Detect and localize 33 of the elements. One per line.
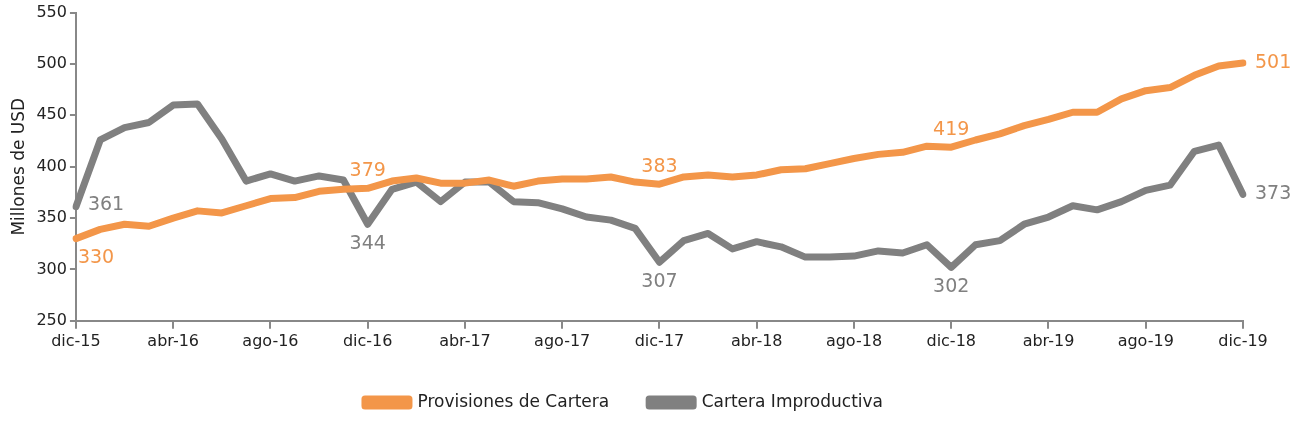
- data-label: 302: [933, 273, 970, 296]
- x-tick-label: ago-17: [534, 330, 591, 350]
- legend-label: Provisiones de Cartera: [417, 390, 610, 411]
- legend-label: Cartera Improductiva: [701, 390, 884, 411]
- y-tick-label: 500: [36, 53, 67, 73]
- x-tick-label: dic-19: [1218, 330, 1268, 350]
- y-tick-label: 350: [36, 207, 67, 227]
- x-tick-label: dic-18: [926, 330, 976, 350]
- data-label: 501: [1255, 49, 1292, 72]
- x-tick-label: abr-17: [439, 330, 491, 350]
- x-tick-label: dic-15: [51, 330, 101, 350]
- x-tick-label: ago-19: [1117, 330, 1174, 350]
- x-tick-label: abr-16: [147, 330, 200, 350]
- data-label: 344: [349, 230, 386, 253]
- data-label: 330: [77, 245, 115, 268]
- x-tick-label: dic-16: [342, 330, 393, 350]
- data-label: 419: [933, 116, 970, 139]
- x-tick-label: abr-18: [730, 330, 783, 350]
- data-label: 361: [87, 191, 125, 214]
- data-label: 307: [641, 268, 678, 291]
- x-tick-label: abr-19: [1022, 330, 1075, 350]
- y-tick-label: 300: [36, 258, 67, 278]
- data-label: 383: [641, 153, 678, 176]
- data-label: 379: [349, 157, 386, 180]
- y-axis-title: Millones de USD: [7, 97, 28, 236]
- x-tick-label: dic-17: [634, 330, 685, 350]
- x-tick-label: ago-18: [825, 330, 883, 350]
- y-tick-label: 550: [36, 1, 67, 21]
- y-tick-label: 400: [36, 155, 67, 175]
- y-tick-label: 450: [36, 104, 67, 124]
- x-tick-label: ago-16: [242, 330, 299, 350]
- y-tick-label: 250: [36, 309, 67, 329]
- data-label: 373: [1255, 181, 1292, 204]
